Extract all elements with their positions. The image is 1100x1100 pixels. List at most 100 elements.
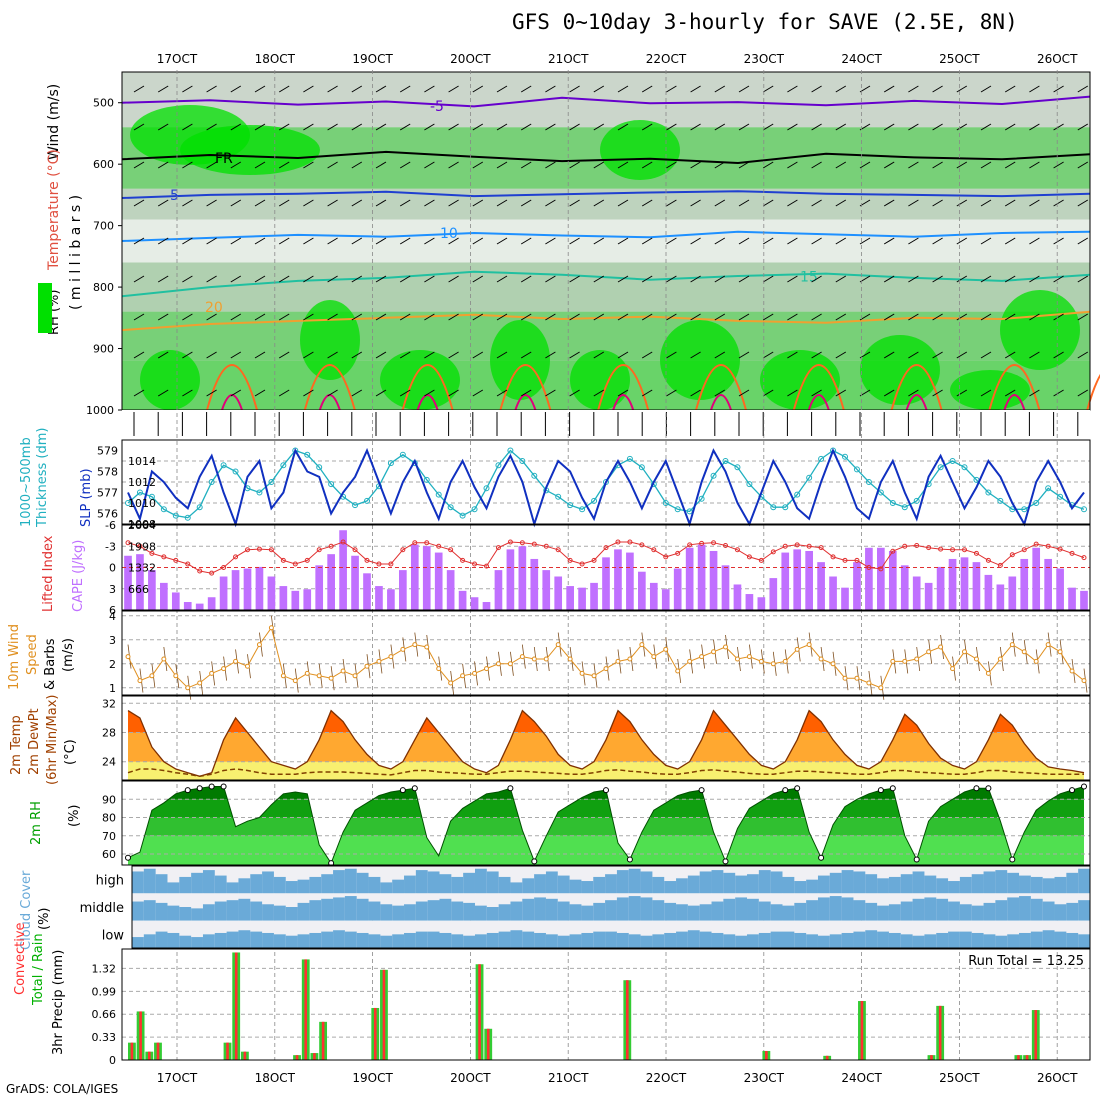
cape-bar xyxy=(745,594,754,610)
wind-barb xyxy=(787,85,798,93)
li-point xyxy=(424,540,430,546)
wind-barb xyxy=(1077,351,1089,359)
wind-barb xyxy=(641,313,653,321)
cape-bar xyxy=(231,570,240,610)
rh-point xyxy=(220,783,227,790)
cloud-cell xyxy=(900,934,914,948)
precip-convective-bar xyxy=(478,964,481,1060)
cloud-cell xyxy=(214,932,228,948)
li-point xyxy=(149,550,155,556)
li-point xyxy=(806,543,812,549)
li-point xyxy=(914,543,920,549)
rh-moist-blob xyxy=(1000,290,1080,370)
wind-barb xyxy=(157,351,169,359)
wind-barb xyxy=(641,351,653,359)
cape-bar xyxy=(972,562,981,610)
wind-barb xyxy=(569,351,580,359)
wind-barb xyxy=(278,313,290,321)
wind-point xyxy=(830,661,836,667)
wind-barb xyxy=(327,275,338,283)
thickness-point xyxy=(352,502,359,509)
ylabel-precip: 3hr Precip (mm) xyxy=(51,950,66,1055)
li-point xyxy=(328,543,334,549)
wind-barb xyxy=(690,237,701,245)
wind-barb xyxy=(1053,161,1064,169)
wind-barb xyxy=(254,237,266,245)
li-point xyxy=(268,547,274,553)
cape-bar xyxy=(1008,576,1017,610)
rh-moist-blob xyxy=(950,370,1030,410)
wind-barb xyxy=(472,351,484,359)
cloud-cell xyxy=(344,931,358,948)
li-point xyxy=(209,570,215,576)
thickness-point xyxy=(901,504,908,511)
wind-barb xyxy=(303,123,314,131)
cloud-cell xyxy=(439,898,452,921)
wind-point xyxy=(137,678,143,684)
wind-point xyxy=(782,658,788,664)
li-point xyxy=(711,540,717,546)
cloud-cell xyxy=(877,931,890,948)
ylabel-total-rain: Total / Rain xyxy=(31,933,46,1006)
cloud-cell xyxy=(829,872,843,894)
date-label-top: 26OCT xyxy=(1037,52,1078,66)
rh-point xyxy=(794,785,801,792)
wind-barb xyxy=(738,161,750,169)
cape-bar xyxy=(1080,590,1088,610)
wind-barb xyxy=(859,237,871,245)
wind-barb xyxy=(1004,275,1016,283)
cape-bar xyxy=(936,566,945,610)
wind-barb xyxy=(690,161,701,169)
date-label-top: 18OCT xyxy=(255,52,296,66)
rh-tick: 90 xyxy=(102,793,116,806)
cape-bar xyxy=(912,576,921,610)
wind-point xyxy=(866,680,872,686)
cape-bar xyxy=(327,554,335,610)
wind-barb xyxy=(980,351,992,359)
cloud-cell xyxy=(711,901,724,921)
wind-barb xyxy=(1004,313,1016,321)
wind-barb xyxy=(811,275,822,283)
wind-barb xyxy=(690,351,701,359)
li-point xyxy=(304,557,310,563)
cloud-cell xyxy=(865,874,878,894)
cloud-cell xyxy=(238,878,251,894)
thickness-point xyxy=(328,481,335,488)
wind-barb xyxy=(787,237,798,245)
ylabel-temp-units: (°C) xyxy=(63,739,78,765)
li-point xyxy=(985,557,991,563)
wind-barb xyxy=(617,123,629,131)
cloud-cell xyxy=(415,870,429,894)
thickness-point xyxy=(997,497,1004,504)
wind-barb xyxy=(303,275,314,283)
li-point xyxy=(1021,547,1027,553)
wind-barb xyxy=(424,351,435,359)
wind-barb xyxy=(157,85,169,93)
wind-point xyxy=(997,656,1003,662)
temp2m-panel: 24 28 32 2m Temp 2m DewPt (6hr Min/Max) (°C) xyxy=(9,695,1090,785)
ylabel-rh-units: (%) xyxy=(67,805,82,828)
thickness-point xyxy=(913,497,920,504)
cloud-cell xyxy=(853,931,866,948)
wind-point xyxy=(938,644,944,650)
wind-barb xyxy=(1004,237,1016,245)
wind-barb xyxy=(569,199,580,207)
cloud-cell xyxy=(995,900,1008,921)
cape-bar xyxy=(351,555,359,610)
cape-bar xyxy=(279,586,288,610)
thickness-point xyxy=(746,481,753,488)
wind-barb xyxy=(278,275,290,283)
wind-barb xyxy=(762,123,774,131)
cloud-cell xyxy=(853,871,866,894)
cloud-cell xyxy=(699,904,713,921)
ytick-label: 700 xyxy=(93,220,114,233)
wind-barb xyxy=(375,85,387,93)
wind-barb xyxy=(762,161,774,169)
li-point xyxy=(782,543,788,549)
precip-tick: 0.66 xyxy=(92,1008,117,1021)
wind-barb xyxy=(569,275,580,283)
wind-barb xyxy=(254,389,266,397)
cape-bar xyxy=(685,547,694,610)
cloud-cell xyxy=(735,935,748,948)
wind-barb xyxy=(254,199,266,207)
